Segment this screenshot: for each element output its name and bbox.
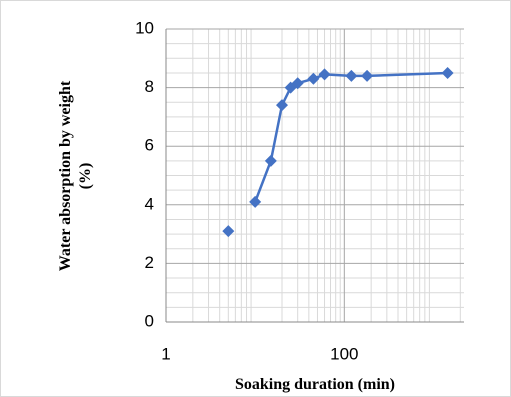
- y-tick-label: 4: [145, 194, 154, 213]
- data-point: [291, 77, 304, 90]
- data-point: [307, 72, 320, 85]
- y-tick-label: 2: [145, 253, 154, 272]
- x-tick-label: 1: [161, 344, 170, 363]
- data-point: [441, 66, 454, 79]
- y-axis-title: Water absorption by weight (%): [57, 80, 94, 271]
- data-point: [249, 195, 262, 208]
- data-point: [222, 225, 235, 238]
- data-point: [361, 69, 374, 82]
- data-point: [264, 154, 277, 167]
- y-tick-label: 10: [135, 18, 154, 37]
- x-tick-label: 100: [330, 344, 358, 363]
- x-axis-title: Soaking duration (min): [235, 376, 395, 393]
- y-tick-label: 8: [145, 77, 154, 96]
- data-point: [275, 99, 288, 112]
- y-axis-title-line: Water absorption by weight: [57, 80, 74, 271]
- y-axis-title-line: (%): [77, 163, 94, 190]
- y-tick-label: 6: [145, 136, 154, 155]
- data-point: [318, 68, 331, 81]
- series-line: [253, 71, 448, 203]
- y-tick-label: 0: [145, 311, 154, 330]
- data-point: [345, 69, 358, 82]
